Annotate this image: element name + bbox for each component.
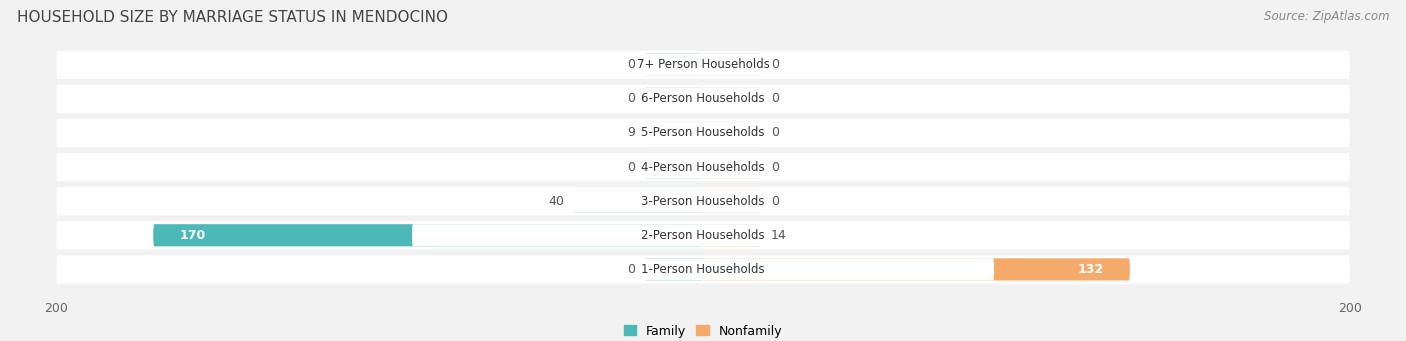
Text: 132: 132	[1078, 263, 1104, 276]
Text: 0: 0	[770, 127, 779, 139]
FancyBboxPatch shape	[56, 153, 1350, 181]
Text: 3-Person Households: 3-Person Households	[641, 195, 765, 208]
FancyBboxPatch shape	[153, 224, 703, 246]
FancyBboxPatch shape	[412, 156, 994, 178]
FancyBboxPatch shape	[645, 156, 703, 178]
Text: 0: 0	[770, 92, 779, 105]
FancyBboxPatch shape	[645, 88, 703, 110]
Text: Source: ZipAtlas.com: Source: ZipAtlas.com	[1264, 10, 1389, 23]
FancyBboxPatch shape	[412, 224, 994, 246]
FancyBboxPatch shape	[703, 224, 761, 246]
Text: 1-Person Households: 1-Person Households	[641, 263, 765, 276]
FancyBboxPatch shape	[56, 119, 1350, 147]
FancyBboxPatch shape	[703, 190, 761, 212]
Text: 5-Person Households: 5-Person Households	[641, 127, 765, 139]
Text: 170: 170	[179, 229, 205, 242]
Text: 7+ Person Households: 7+ Person Households	[637, 58, 769, 71]
FancyBboxPatch shape	[645, 54, 703, 76]
FancyBboxPatch shape	[412, 258, 994, 280]
Text: 0: 0	[770, 161, 779, 174]
FancyBboxPatch shape	[56, 187, 1350, 216]
Text: 0: 0	[627, 161, 636, 174]
FancyBboxPatch shape	[703, 122, 761, 144]
FancyBboxPatch shape	[645, 258, 703, 280]
Legend: Family, Nonfamily: Family, Nonfamily	[619, 320, 787, 341]
Text: 0: 0	[627, 58, 636, 71]
FancyBboxPatch shape	[412, 54, 994, 76]
Text: 4-Person Households: 4-Person Households	[641, 161, 765, 174]
Text: 40: 40	[548, 195, 564, 208]
FancyBboxPatch shape	[56, 85, 1350, 113]
FancyBboxPatch shape	[574, 190, 703, 212]
Text: 0: 0	[770, 58, 779, 71]
FancyBboxPatch shape	[56, 221, 1350, 250]
FancyBboxPatch shape	[703, 156, 761, 178]
FancyBboxPatch shape	[412, 122, 994, 144]
Text: HOUSEHOLD SIZE BY MARRIAGE STATUS IN MENDOCINO: HOUSEHOLD SIZE BY MARRIAGE STATUS IN MEN…	[17, 10, 449, 25]
FancyBboxPatch shape	[56, 255, 1350, 284]
Text: 14: 14	[770, 229, 787, 242]
Text: 9: 9	[627, 127, 636, 139]
Text: 0: 0	[627, 263, 636, 276]
Text: 2-Person Households: 2-Person Households	[641, 229, 765, 242]
FancyBboxPatch shape	[703, 88, 761, 110]
FancyBboxPatch shape	[412, 190, 994, 212]
Text: 0: 0	[770, 195, 779, 208]
FancyBboxPatch shape	[645, 122, 703, 144]
FancyBboxPatch shape	[56, 51, 1350, 79]
FancyBboxPatch shape	[412, 88, 994, 110]
Text: 6-Person Households: 6-Person Households	[641, 92, 765, 105]
FancyBboxPatch shape	[703, 54, 761, 76]
Text: 0: 0	[627, 92, 636, 105]
FancyBboxPatch shape	[703, 258, 1130, 280]
